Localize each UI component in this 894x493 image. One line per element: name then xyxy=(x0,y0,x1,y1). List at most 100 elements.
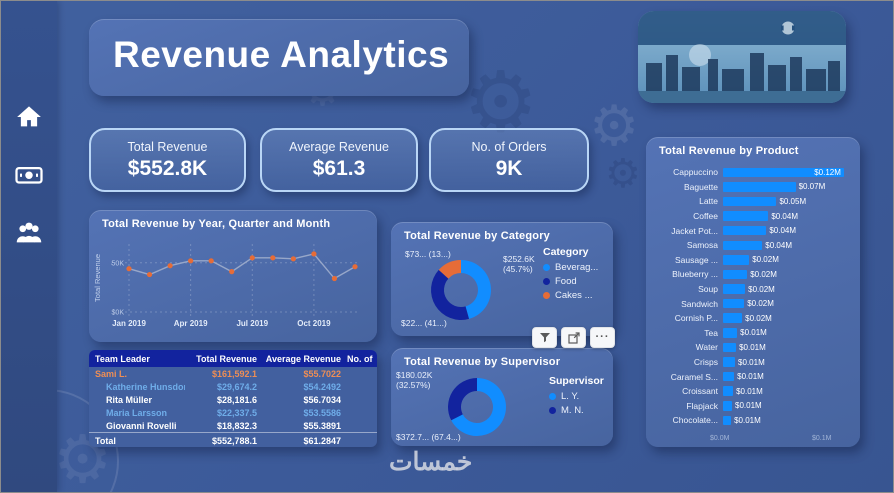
cell-team-leader: Katherine Hunsdon xyxy=(106,381,185,392)
legend-title: Category xyxy=(543,246,589,258)
bar-track: $0.01M xyxy=(723,328,854,338)
bar-value: $0.04M xyxy=(771,211,798,221)
supervisor-donut-chart[interactable] xyxy=(427,370,527,444)
bar-row[interactable]: Flapjack $0.01M xyxy=(654,399,854,414)
table-row[interactable]: Giovanni Rovelli $18,832.3 $55.3891 xyxy=(89,419,377,432)
filter-button[interactable] xyxy=(532,327,557,348)
bar[interactable] xyxy=(723,386,734,396)
bar-track: $0.04M xyxy=(723,240,854,251)
bar-row[interactable]: Tea $0.01M xyxy=(654,326,854,341)
column-header[interactable]: Average Revenue xyxy=(265,353,341,364)
cell-total-revenue: $161,592.1 xyxy=(211,368,257,379)
bar-value: $0.02M xyxy=(745,313,772,323)
bar-track: $0.01M xyxy=(723,371,854,382)
bar-row[interactable]: Croissant $0.01M xyxy=(654,384,854,399)
sidebar-revenue-button[interactable] xyxy=(9,155,49,195)
bar-label: Cappuccino xyxy=(673,167,718,178)
bar-track: $0.01M xyxy=(723,342,854,353)
column-header[interactable]: Total Revenue xyxy=(196,353,257,364)
legend-item[interactable]: Cakes ... xyxy=(543,290,598,301)
bar[interactable]: $0.12M xyxy=(723,167,844,178)
bar-row[interactable]: Water $0.01M xyxy=(654,340,854,355)
legend-title: Supervisor xyxy=(549,375,604,387)
bar[interactable] xyxy=(723,328,738,338)
bar-row[interactable]: Soup $0.02M xyxy=(654,282,854,297)
bar[interactable] xyxy=(723,313,743,323)
column-header[interactable]: No. of xyxy=(347,353,373,364)
table-row[interactable]: Katherine Hunsdon $29,674.2 $54.2492 xyxy=(89,380,377,393)
bar-row[interactable]: Caramel S... $0.01M xyxy=(654,369,854,384)
bar[interactable] xyxy=(723,240,763,251)
svg-text:Jul 2019: Jul 2019 xyxy=(236,319,268,328)
bar-value: $0.01M xyxy=(735,401,762,411)
bar[interactable] xyxy=(723,196,777,207)
table-total-row[interactable]: Total $552,788.1 $61.2847 xyxy=(89,432,377,447)
bar[interactable] xyxy=(723,211,769,221)
bar-track: $0.04M xyxy=(723,211,854,221)
header-photo xyxy=(638,11,846,103)
table-row[interactable]: Sami L. $161,592.1 $55.7022 xyxy=(89,367,377,380)
table-row[interactable]: Rita Müller $28,181.6 $56.7034 xyxy=(89,393,377,406)
bar[interactable] xyxy=(723,182,796,192)
bar[interactable] xyxy=(723,298,745,309)
bar[interactable] xyxy=(723,342,737,353)
bar[interactable] xyxy=(723,415,732,426)
bar[interactable] xyxy=(723,371,735,382)
bar[interactable] xyxy=(723,401,733,411)
legend-label: Beverag... xyxy=(555,262,599,273)
bar-row[interactable]: Samosa $0.04M xyxy=(654,238,854,253)
revenue-line-chart[interactable]: $0K $50K Jan 2019 Apr 2019 Jul 2019 Oct 2019 xyxy=(111,238,363,334)
cell-total-revenue: $18,832.3 xyxy=(216,420,257,431)
focus-mode-button[interactable] xyxy=(561,327,586,348)
kpi-value: $61.3 xyxy=(312,157,366,180)
sidebar-team-button[interactable] xyxy=(9,213,49,253)
bar-label: Chocolate... xyxy=(672,415,718,426)
bar[interactable] xyxy=(723,225,767,236)
legend-dot xyxy=(549,407,556,414)
watermark: خمسات xyxy=(389,448,473,476)
bar-track: $0.05M xyxy=(723,196,854,207)
table-row[interactable]: Maria Larsson $22,337.5 $53.5586 xyxy=(89,406,377,419)
supervisor-chart-panel: Total Revenue by Supervisor $180.02K (32… xyxy=(391,348,613,446)
bar-row[interactable]: Crisps $0.01M xyxy=(654,355,854,370)
column-header[interactable]: Team Leader xyxy=(95,353,150,364)
svg-text:Apr 2019: Apr 2019 xyxy=(174,319,208,328)
legend-item[interactable]: Beverag... xyxy=(543,262,598,273)
bar[interactable] xyxy=(723,269,748,280)
more-options-button[interactable]: ··· xyxy=(590,327,615,348)
bar-label: Caramel S... xyxy=(670,371,718,382)
bar-track: $0.01M xyxy=(723,386,854,396)
focus-mode-icon xyxy=(567,331,580,344)
svg-text:$0K: $0K xyxy=(112,310,125,317)
cell-average-revenue: $61.2847 xyxy=(303,435,341,446)
bar-label: Croissant xyxy=(682,386,718,397)
sidebar-home-button[interactable] xyxy=(9,97,49,137)
bar-row[interactable]: Coffee $0.04M xyxy=(654,209,854,224)
cell-team-leader: Total xyxy=(95,435,116,446)
bar-row[interactable]: Latte $0.05M xyxy=(654,194,854,209)
bar[interactable] xyxy=(723,255,750,265)
bar-label: Baguette xyxy=(683,181,718,192)
category-donut-chart[interactable] xyxy=(407,250,515,330)
bar-row[interactable]: Blueberry ... $0.02M xyxy=(654,267,854,282)
bar-row[interactable]: Baguette $0.07M xyxy=(654,180,854,195)
bar-row[interactable]: Sandwich $0.02M xyxy=(654,296,854,311)
bar-row[interactable]: Sausage ... $0.02M xyxy=(654,253,854,268)
bar-label: Samosa xyxy=(686,240,718,251)
visual-toolbar: ··· xyxy=(532,327,615,348)
legend-item[interactable]: M. N. xyxy=(549,405,604,416)
bar-row[interactable]: Chocolate... $0.01M xyxy=(654,413,854,428)
bar-row[interactable]: Jacket Pot... $0.04M xyxy=(654,223,854,238)
legend-item[interactable]: Food xyxy=(543,276,598,287)
table-body: Sami L. $161,592.1 $55.7022 Katherine Hunsd… xyxy=(89,367,377,447)
people-icon xyxy=(16,222,42,243)
bar-row[interactable]: Cornish P... $0.02M xyxy=(654,311,854,326)
bar-value: $0.01M xyxy=(739,342,766,352)
bar-track: $0.01M xyxy=(723,401,854,411)
bar-track: $0.07M xyxy=(723,182,854,192)
legend-item[interactable]: L. Y. xyxy=(549,391,604,402)
bar-row[interactable]: Cappuccino $0.12M xyxy=(654,165,854,180)
bar[interactable] xyxy=(723,357,736,367)
product-bars: Cappuccino $0.12M Baguette $0.07M Latte $0.05… xyxy=(654,165,854,428)
bar[interactable] xyxy=(723,284,746,294)
